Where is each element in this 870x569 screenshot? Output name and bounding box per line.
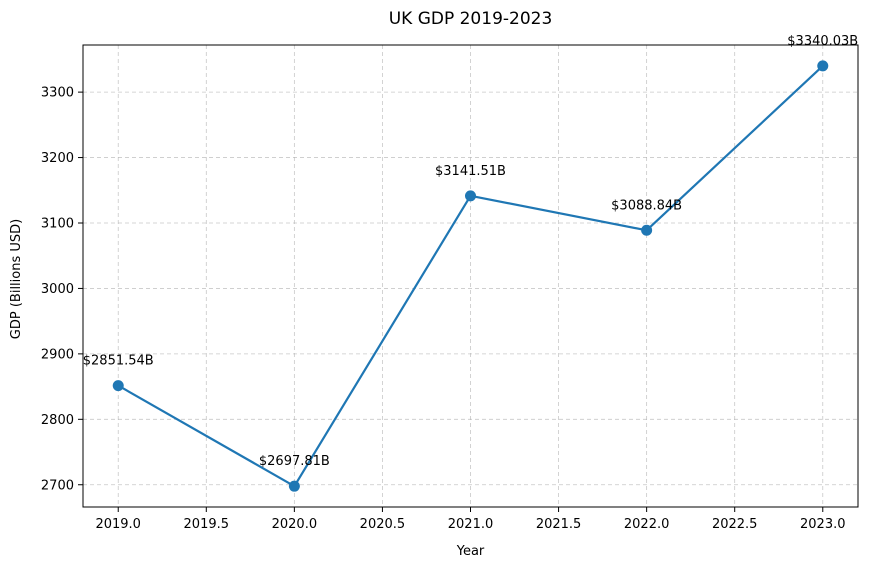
data-label: $2697.81B [259,454,330,469]
chart-title: UK GDP 2019-2023 [389,9,553,29]
y-tick-label: 3300 [41,86,74,101]
x-tick-label: 2022.5 [712,517,758,532]
y-tick-label: 2900 [41,347,74,362]
series-layer [112,60,829,492]
plot-frame [82,44,859,508]
data-point [641,224,653,236]
y-tick-label: 3200 [41,151,74,166]
x-tick-label: 2020.0 [272,517,318,532]
y-tick-label: 2700 [41,478,74,493]
data-label: $3340.03B [787,34,858,49]
x-tick-label: 2021.0 [448,517,494,532]
data-point [817,60,829,72]
data-point [112,380,124,392]
data-label: $3141.51B [435,164,506,179]
x-tick-label: 2019.0 [95,517,141,532]
x-axis-ticks: 2019.0 2019.5 2020.0 2020.5 2021.0 2021.5 2022… [95,507,846,532]
x-tick-label: 2022.0 [624,517,670,532]
x-axis-label: Year [456,544,485,559]
y-tick-label: 2800 [41,413,74,428]
data-point [288,480,300,492]
y-axis-label: GDP (Billions USD) [9,219,24,339]
x-tick-label: 2021.5 [536,517,582,532]
x-tick-label: 2023.0 [800,517,846,532]
data-point [465,190,476,202]
data-label: $3088.84B [611,198,682,213]
y-tick-label: 3000 [41,282,74,297]
grid-layer [83,45,858,507]
y-axis-ticks: 2700 2800 2900 3000 3100 3200 3300 [41,86,83,493]
data-label: $2851.54B [83,354,154,369]
x-tick-label: 2020.5 [360,517,406,532]
x-tick-label: 2019.5 [184,517,230,532]
y-tick-label: 3100 [41,216,74,231]
